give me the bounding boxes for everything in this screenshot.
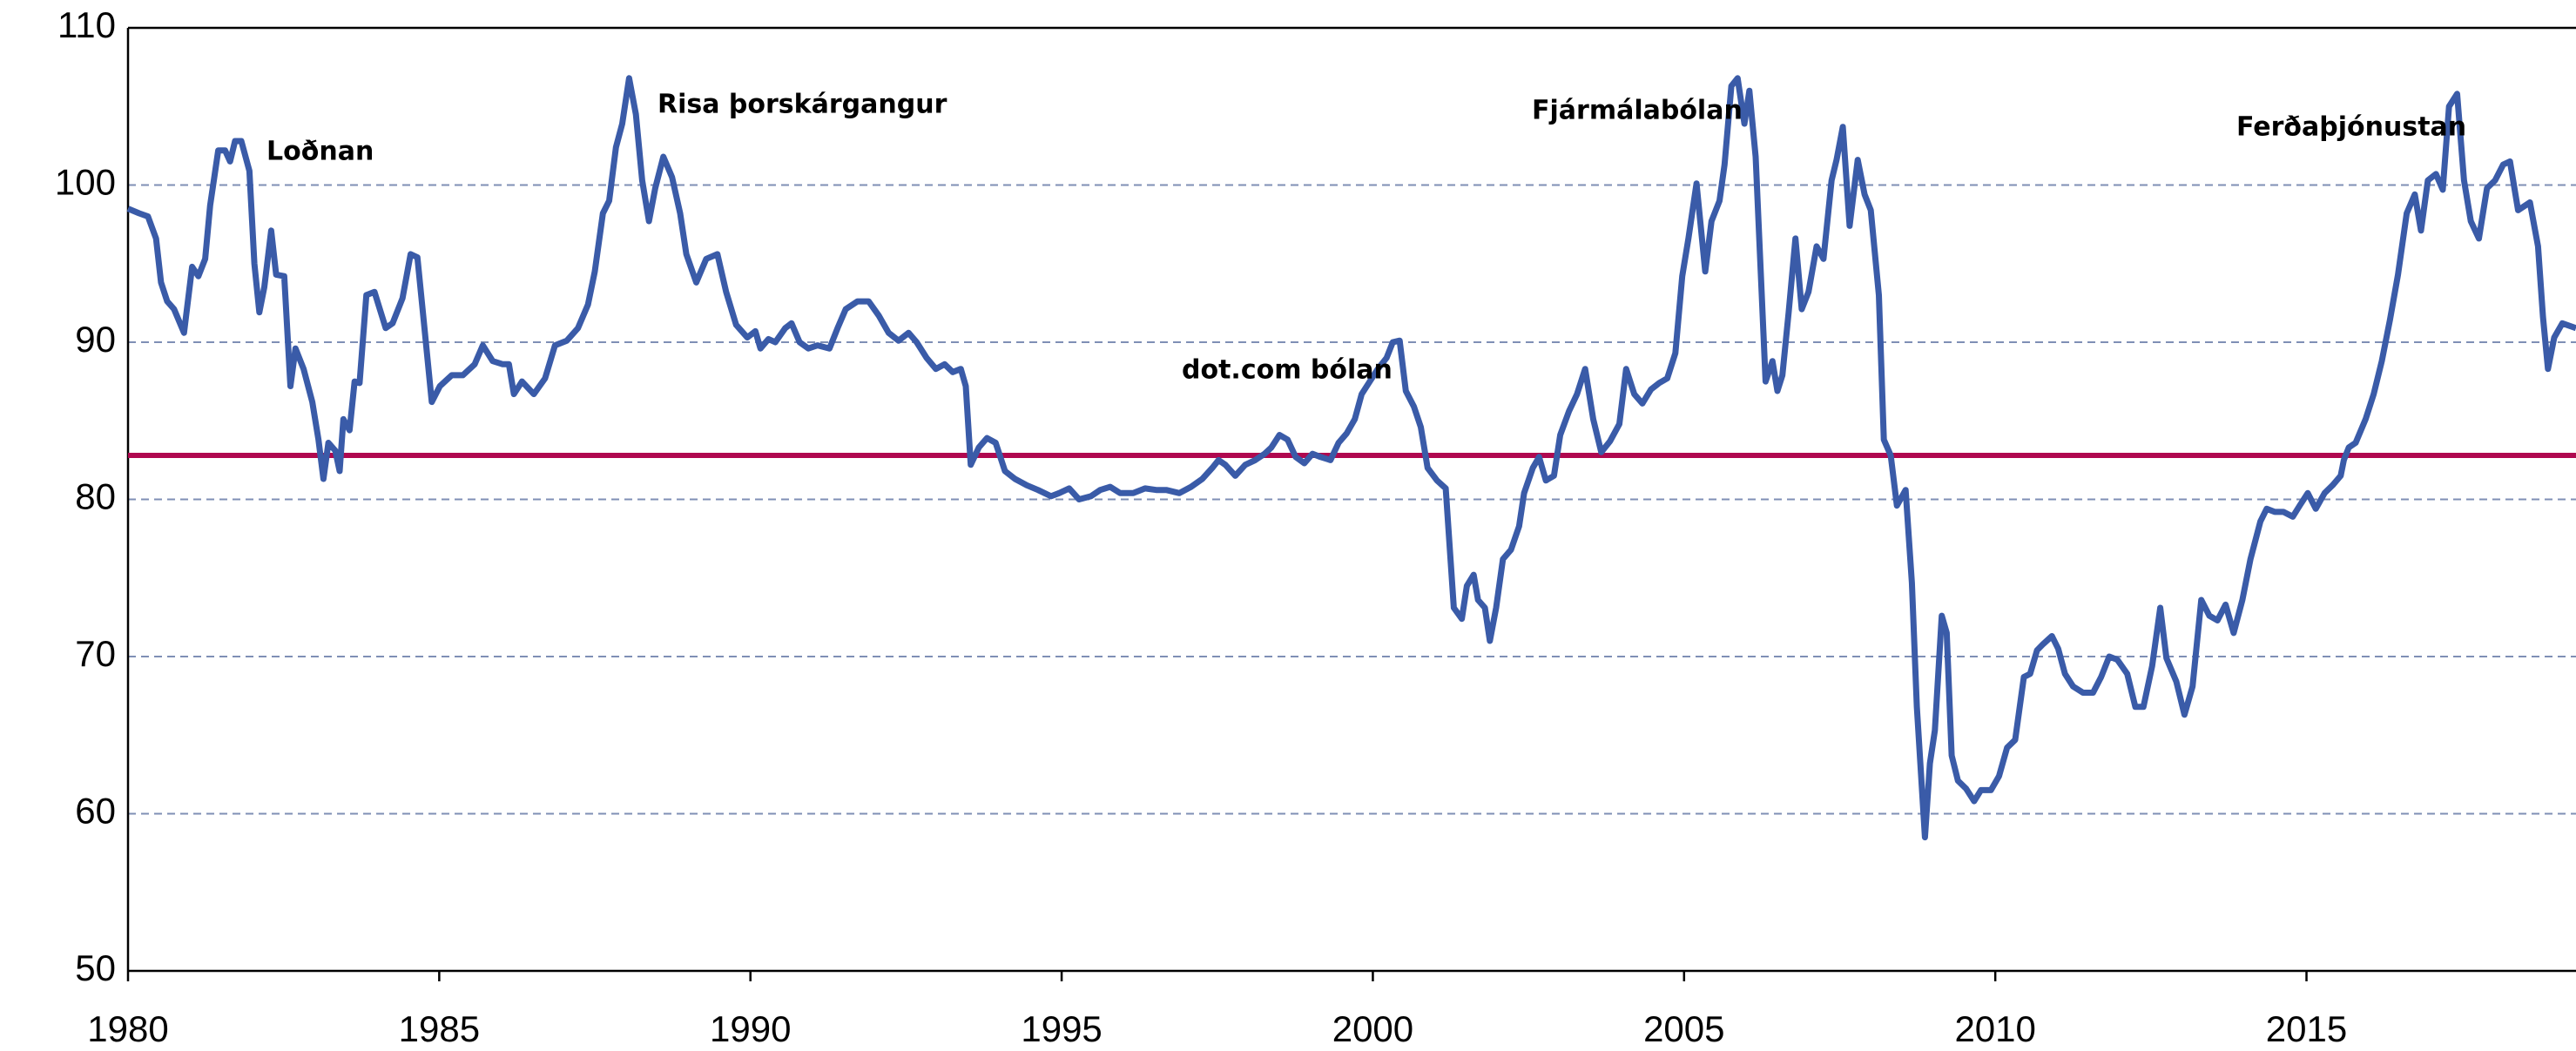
- annotation: Ferðaþjónustan: [2236, 112, 2466, 143]
- x-tick-label: 2005: [1643, 1008, 1724, 1049]
- y-tick-label: 100: [55, 162, 116, 203]
- x-tick-label: 2015: [2266, 1008, 2347, 1049]
- y-tick-label: 70: [75, 633, 116, 674]
- y-tick-label: 50: [75, 947, 116, 988]
- y-tick-label: 90: [75, 319, 116, 360]
- y-tick-label: 80: [75, 476, 116, 517]
- y-tick-label: 60: [75, 791, 116, 832]
- x-tick-label: 2000: [1332, 1008, 1413, 1049]
- annotation: Risa þorskárgangur: [657, 90, 947, 120]
- annotation: dot.com bólan: [1182, 355, 1393, 386]
- x-tick-label: 1995: [1021, 1008, 1102, 1049]
- data-line: [126, 75, 2576, 841]
- y-tick-label: 110: [57, 4, 116, 45]
- x-tick-label: 1985: [399, 1008, 480, 1049]
- annotation: Loðnan: [266, 137, 374, 167]
- x-tick-label: 1990: [710, 1008, 791, 1049]
- x-tick-label: 2010: [1954, 1008, 2035, 1049]
- x-tick-label: 1980: [87, 1008, 168, 1049]
- annotation: Fjármálabólan: [1532, 96, 1743, 126]
